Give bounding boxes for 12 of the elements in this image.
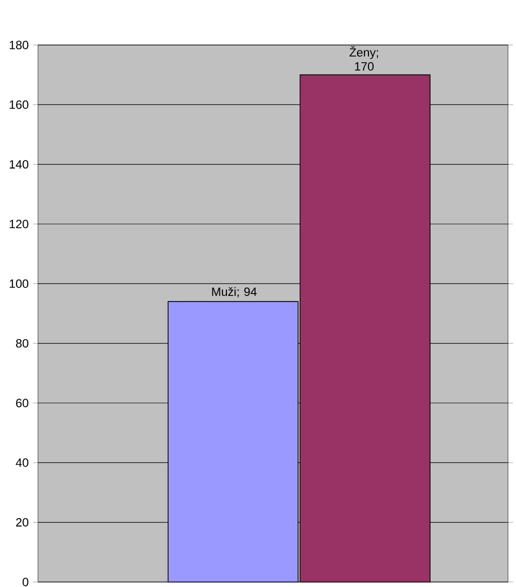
y-tick-label: 140 [10, 160, 28, 169]
y-tick-label: 20 [16, 518, 28, 527]
y-tick-label: 40 [16, 458, 28, 467]
y-tick-label: 60 [16, 398, 28, 408]
y-tick-label: 160 [10, 100, 28, 109]
data-label: Muži; 94 [212, 287, 257, 298]
y-tick-label: 100 [10, 279, 28, 288]
y-tick-label: 120 [10, 220, 28, 228]
y-tick-label: 180 [10, 40, 28, 50]
data-label: Ženy; 170 [350, 46, 378, 71]
y-tick-label: 80 [16, 339, 28, 348]
y-tick-label: 0 [22, 578, 28, 586]
